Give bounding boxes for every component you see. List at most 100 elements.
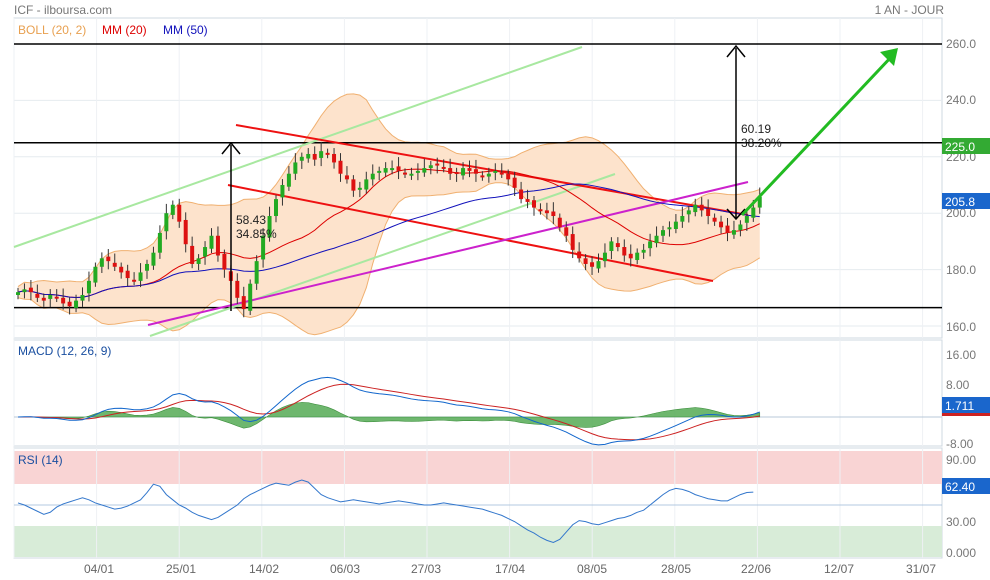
candle-body <box>267 216 272 238</box>
x-tick: 04/01 <box>84 562 114 576</box>
price-tick: 160.0 <box>946 320 976 334</box>
macd-series <box>17 376 761 446</box>
candle-body <box>28 287 33 293</box>
candle-body <box>583 258 588 264</box>
candle-body <box>325 152 330 155</box>
candle-body <box>183 219 188 245</box>
candle-body <box>170 204 175 215</box>
candle-body <box>106 256 111 262</box>
candle-body <box>319 151 324 158</box>
target-arrow-head <box>880 48 898 66</box>
candle-body <box>680 216 685 222</box>
candle-body <box>570 234 575 250</box>
candle-body <box>48 294 53 299</box>
candle-body <box>41 297 46 301</box>
candle-body <box>557 217 562 228</box>
rsi-badge-text: 62.40 <box>945 480 975 494</box>
candle-body <box>203 247 208 257</box>
gain-arrow-2-tail <box>726 208 746 221</box>
legend-boll: BOLL (20, 2) <box>18 23 86 37</box>
candle-body <box>364 179 369 190</box>
candle-body <box>248 283 253 311</box>
candle-body <box>667 227 672 230</box>
candle-body <box>332 153 337 163</box>
candle-body <box>344 175 349 180</box>
macd-panel <box>13 339 943 447</box>
candle-body <box>157 232 162 253</box>
candle-body <box>112 262 117 267</box>
candle-body <box>564 227 569 236</box>
period-selector[interactable]: 1 AN - JOUR <box>874 3 944 17</box>
x-tick: 14/02 <box>249 562 279 576</box>
candle-body <box>145 263 149 271</box>
candle-body <box>448 168 453 174</box>
rsi-series <box>14 479 942 543</box>
candle-body <box>54 296 59 299</box>
candle-body <box>719 221 724 228</box>
candle-body <box>164 213 169 232</box>
last-price-badge <box>942 193 990 209</box>
red-channel-lower <box>227 184 714 282</box>
x-tick: 31/07 <box>906 562 936 576</box>
bollinger-upper <box>17 93 760 287</box>
candle-body <box>454 172 459 175</box>
candle-body <box>177 204 182 222</box>
candle-body <box>525 199 530 202</box>
candle-body <box>99 258 104 267</box>
macd-tick: 8.00 <box>946 378 970 392</box>
price-tick: 260.0 <box>946 37 976 51</box>
candle-body <box>706 208 711 217</box>
candle-body <box>261 235 266 260</box>
candle-body <box>609 241 614 251</box>
rsi-tick: 90.00 <box>946 453 976 467</box>
candle-body <box>699 204 704 211</box>
candle-body <box>190 245 195 264</box>
candle-body <box>254 261 259 284</box>
green-channel-lower <box>149 173 616 337</box>
candle-body <box>61 297 66 304</box>
macd-histogram <box>17 402 761 429</box>
x-tick: 28/05 <box>661 562 691 576</box>
candle-body <box>441 166 446 169</box>
green-channel-upper <box>13 46 583 248</box>
macd-badge-text: 1.711 <box>945 399 974 413</box>
candle-body <box>351 179 356 191</box>
candle-body <box>693 204 698 213</box>
candle-body <box>493 170 498 173</box>
candle-body <box>196 258 201 264</box>
gain-annotation-1: 58.43 <box>236 213 266 227</box>
gain-annotation-1-pct: 34.85% <box>236 227 277 241</box>
magenta-trend-line <box>147 181 749 326</box>
candle-body <box>686 210 691 215</box>
macd-badge <box>942 397 990 413</box>
candle-body <box>74 300 79 308</box>
x-tick: 27/03 <box>411 562 441 576</box>
x-tick: 17/04 <box>495 562 525 576</box>
x-tick: 22/06 <box>741 562 771 576</box>
candle-body <box>286 173 291 187</box>
candle-body <box>67 301 72 307</box>
candle-body <box>673 221 678 229</box>
price-tick: 180.0 <box>946 263 976 277</box>
candle-body <box>93 266 98 283</box>
macd-signal-underline <box>942 413 990 416</box>
x-tick: 25/01 <box>166 562 196 576</box>
macd-tick: 16.00 <box>946 348 976 362</box>
x-tick: 06/03 <box>330 562 360 576</box>
legend-mm50: MM (50) <box>163 23 208 37</box>
candle-body <box>641 249 646 253</box>
candle-body <box>299 156 304 161</box>
candle-body <box>538 209 543 212</box>
candle-body <box>16 292 20 295</box>
candle-body <box>435 163 440 166</box>
candle-body <box>138 272 143 281</box>
gain-arrow-1-head <box>221 141 241 155</box>
candle-body <box>396 166 401 171</box>
candle-body <box>744 216 749 223</box>
candle-body <box>357 187 362 190</box>
candle-body <box>151 252 156 266</box>
candle-body <box>648 241 653 249</box>
gain-annotation-2-pct: 38.20% <box>741 136 782 150</box>
candle-body <box>422 168 427 173</box>
candle-body <box>312 153 317 160</box>
